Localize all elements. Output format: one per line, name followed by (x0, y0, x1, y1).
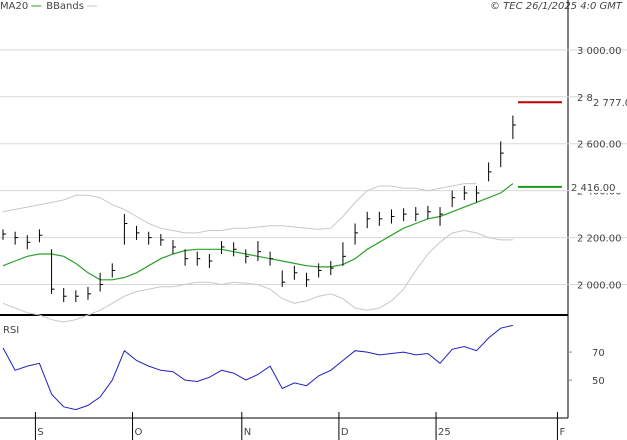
x-tick-label: 25 (438, 427, 451, 438)
x-tick-label: O (135, 427, 143, 438)
y-tick-label: 50 (592, 376, 605, 387)
x-tick-label: D (341, 427, 349, 438)
bband-lower (2, 229, 513, 323)
copyright: © TEC 26/1/2025 4:0 GMT (490, 1, 623, 12)
marker-label: 2 416.00 (571, 183, 616, 194)
y-tick-label: 3 000.00 (577, 46, 622, 57)
x-tick-label: S (37, 427, 43, 438)
bband-upper (2, 183, 477, 234)
marker-label-bg (570, 180, 627, 193)
y-tick-label: 2 000.00 (577, 281, 622, 292)
marker-label: 2 777.00 (593, 98, 627, 109)
y-tick-label: 2 8 (577, 93, 593, 104)
rsi-line (2, 324, 514, 411)
marker-label-bg (592, 96, 627, 109)
y-tick-label: 70 (592, 348, 605, 359)
rsi-title: RSI (3, 325, 19, 336)
y-tick-label: 2 600.00 (577, 140, 622, 151)
x-tick-label: F (559, 427, 565, 438)
legend-label: BBands (46, 1, 84, 12)
x-tick-label: N (244, 427, 251, 438)
legend-label: MA20 (0, 1, 28, 12)
y-tick-label: 2 200.00 (577, 234, 622, 245)
